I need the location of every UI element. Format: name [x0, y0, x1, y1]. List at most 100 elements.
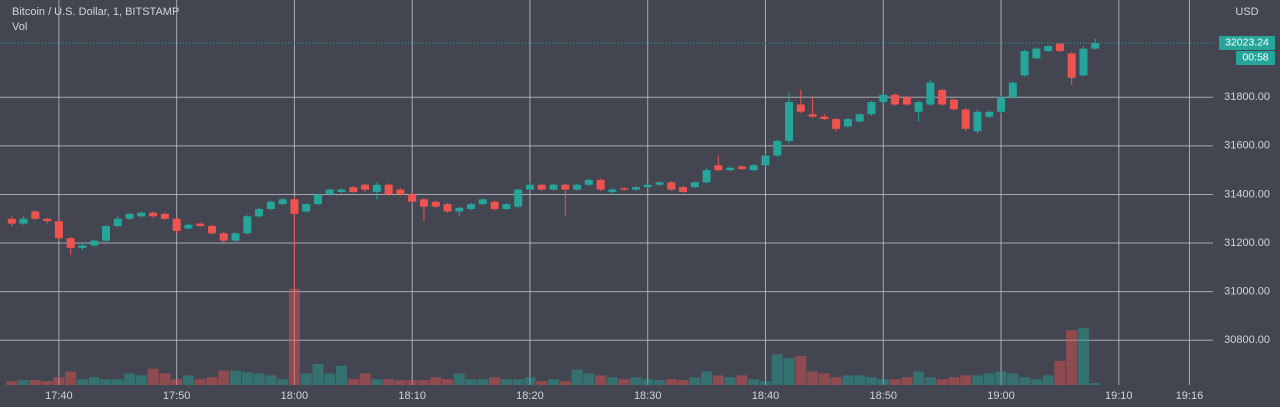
candle-body: [573, 184, 582, 190]
volume-bar: [41, 381, 53, 385]
volume-bar: [865, 377, 877, 385]
candle-body: [467, 204, 476, 210]
candle-body: [455, 207, 464, 212]
volume-bar: [206, 377, 218, 385]
volume-bar: [182, 375, 194, 385]
volume-bar: [701, 371, 713, 385]
candle-body: [938, 89, 947, 105]
volume-bar: [1077, 328, 1089, 385]
candle-body: [667, 182, 676, 190]
candle-body: [196, 223, 205, 227]
volume-bar: [1089, 383, 1101, 385]
candle-body: [773, 140, 782, 156]
x-tick-label: 18:30: [634, 390, 662, 402]
candle-body: [690, 182, 699, 188]
volume-bar: [689, 377, 701, 385]
y-tick-label: 31600.00: [1224, 140, 1270, 152]
candle-body: [537, 184, 546, 190]
volume-bar: [53, 377, 65, 385]
volume-bar: [854, 375, 866, 385]
candle-body: [926, 82, 935, 105]
volume-bar: [288, 288, 300, 385]
candle-body: [313, 194, 322, 205]
volume-bar: [842, 375, 854, 385]
volume-bar: [748, 379, 760, 385]
volume-bar: [171, 379, 183, 385]
volume-bar: [253, 373, 265, 385]
candle-body: [255, 209, 264, 217]
volume-bar: [665, 379, 677, 385]
volume-bar: [489, 377, 501, 385]
currency-label: USD: [1235, 6, 1258, 18]
volume-label: Vol: [12, 21, 27, 33]
candle-body: [1020, 51, 1029, 76]
candle-body: [184, 224, 193, 229]
candle-body: [19, 218, 28, 224]
candle-body: [620, 188, 629, 190]
candle-body: [1079, 48, 1088, 76]
volume-bar: [995, 371, 1007, 385]
volume-bar: [29, 380, 41, 385]
volume-bar: [241, 372, 253, 385]
volume-bar: [124, 373, 136, 385]
volume-bar: [1042, 375, 1054, 385]
volume-bar: [924, 377, 936, 385]
volume-bar: [724, 377, 736, 385]
candle-body: [125, 213, 134, 219]
volume-bar: [347, 379, 359, 385]
candle-body: [502, 204, 511, 210]
volume-bar: [1066, 330, 1078, 385]
volume-bar: [630, 377, 642, 385]
volume-bar: [677, 380, 689, 385]
x-tick-label: 19:16: [1176, 390, 1204, 402]
volume-bar: [135, 375, 147, 385]
candle-body: [113, 218, 122, 227]
volume-bar: [771, 354, 783, 385]
volume-bar: [300, 373, 312, 385]
candle-body: [514, 189, 523, 207]
candle-body: [219, 233, 228, 241]
volume-bar: [394, 380, 406, 385]
candle-body: [372, 184, 381, 193]
volume-bar: [936, 379, 948, 385]
candle-body: [1091, 42, 1100, 49]
volume-bar: [218, 370, 230, 385]
y-tick-label: 31000.00: [1224, 286, 1270, 298]
candle-body: [325, 189, 334, 195]
candle-body: [549, 184, 558, 190]
volume-bar: [453, 373, 465, 385]
candle-body: [302, 204, 311, 212]
candle-body: [843, 119, 852, 127]
candle-body: [478, 199, 487, 205]
volume-bar: [559, 381, 571, 385]
candle-body: [584, 179, 593, 185]
volume-bar: [500, 379, 512, 385]
volume-bar: [901, 377, 913, 385]
candle-body: [702, 170, 711, 183]
candle-body: [726, 167, 735, 171]
volume-bar: [1007, 373, 1019, 385]
candle-body: [796, 104, 805, 112]
volume-bar: [524, 377, 536, 385]
volume-bar: [642, 379, 654, 385]
candle-body: [160, 213, 169, 219]
candle-body: [490, 201, 499, 210]
x-tick-label: 19:00: [987, 390, 1015, 402]
volume-bar: [759, 381, 771, 385]
candle-body: [561, 184, 570, 190]
volume-bar: [948, 377, 960, 385]
candle-body: [78, 245, 87, 248]
candle-body: [337, 189, 346, 193]
volume-bar: [712, 375, 724, 385]
volume-bar: [971, 375, 983, 385]
candle-body: [431, 201, 440, 207]
candle-body: [1055, 43, 1064, 52]
candle-body: [832, 119, 841, 129]
candle-body: [973, 111, 982, 132]
volume-bar: [18, 380, 30, 385]
candle-body: [43, 218, 52, 222]
candle-body: [349, 187, 358, 193]
volume-bar: [88, 377, 100, 385]
candle-body: [902, 97, 911, 105]
volume-bar: [807, 371, 819, 385]
